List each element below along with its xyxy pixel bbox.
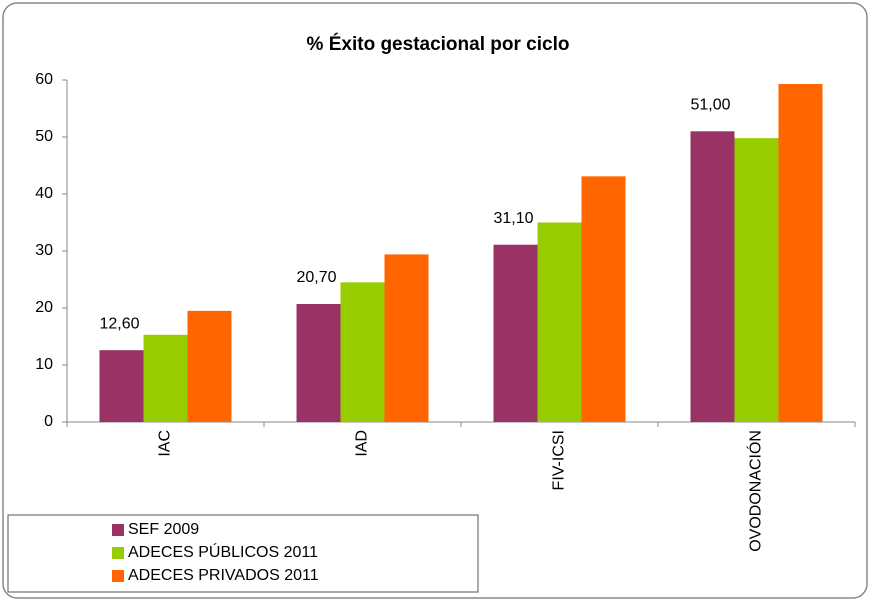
y-tick-label: 50 xyxy=(35,128,53,145)
bar xyxy=(99,350,144,422)
bar xyxy=(690,131,735,423)
bar xyxy=(734,138,779,422)
bar xyxy=(537,222,582,422)
y-tick-label: 0 xyxy=(44,413,53,430)
bar xyxy=(187,310,232,422)
data-label: 31,10 xyxy=(493,210,533,227)
legend-swatch xyxy=(112,524,124,536)
chart-title: % Éxito gestacional por ciclo xyxy=(307,33,570,55)
legend-label: ADECES PRIVADOS 2011 xyxy=(128,567,319,584)
data-label: 51,00 xyxy=(690,97,730,114)
data-label: 20,70 xyxy=(296,269,336,286)
y-tick-label: 30 xyxy=(35,242,53,259)
bar xyxy=(384,254,429,422)
bar xyxy=(778,83,823,423)
y-tick-label: 20 xyxy=(35,299,53,316)
y-tick-label: 60 xyxy=(35,71,53,88)
bar xyxy=(143,334,188,422)
bar xyxy=(581,176,626,422)
legend-swatch xyxy=(112,547,124,559)
data-label: 12,60 xyxy=(99,315,139,332)
y-tick-label: 40 xyxy=(35,185,53,202)
bar xyxy=(493,244,538,422)
x-tick-label: OVODONACIÓN xyxy=(746,430,765,552)
legend-swatch xyxy=(112,570,124,582)
x-tick-label: IAD xyxy=(354,430,371,457)
legend-label: ADECES PÚBLICOS 2011 xyxy=(128,542,318,561)
legend-box xyxy=(7,514,479,593)
y-tick-label: 10 xyxy=(35,356,53,373)
bar xyxy=(340,282,385,422)
bar xyxy=(296,304,341,422)
legend-label: SEF 2009 xyxy=(128,521,199,538)
x-tick-label: IAC xyxy=(157,430,174,457)
x-tick-label: FIV-ICSI xyxy=(551,430,568,490)
